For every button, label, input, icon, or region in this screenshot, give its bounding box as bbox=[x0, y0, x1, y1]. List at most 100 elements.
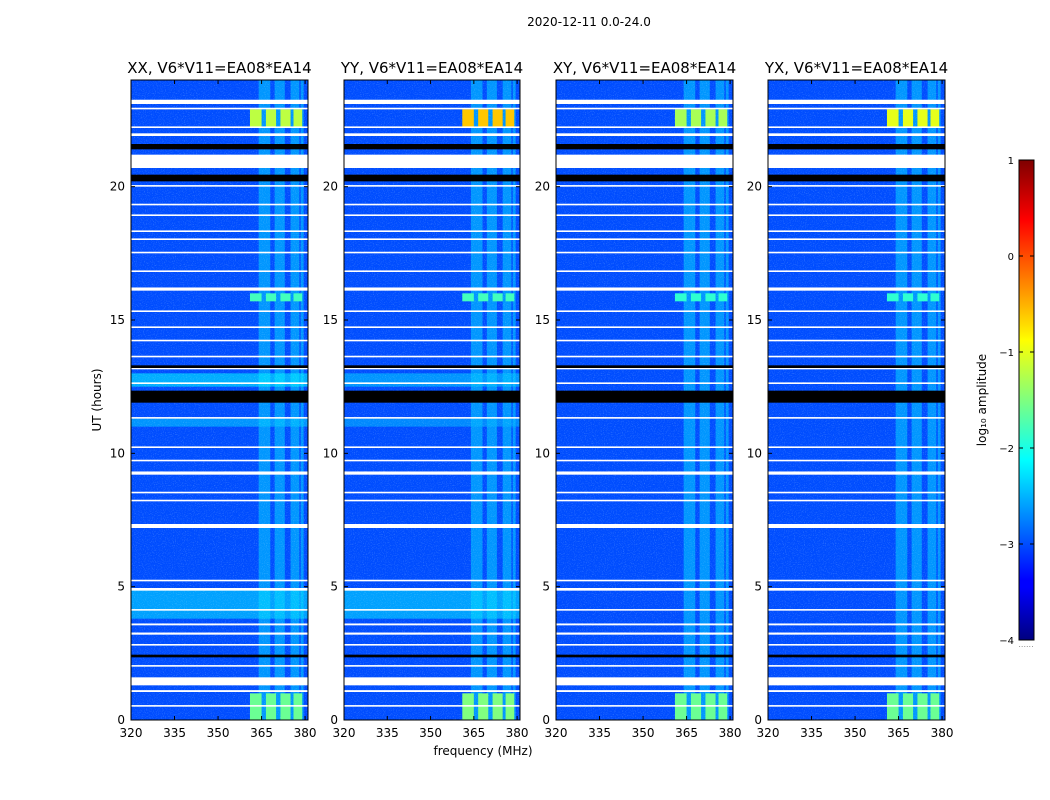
x-tick-label: 380 bbox=[719, 726, 742, 740]
rfi-block bbox=[478, 109, 489, 128]
flagged-gap bbox=[131, 632, 308, 635]
rfi-block bbox=[902, 109, 914, 128]
flagged-gap bbox=[768, 339, 945, 342]
flagged-gap bbox=[556, 524, 733, 528]
flagged-gap bbox=[768, 665, 945, 667]
flagged-gap bbox=[768, 355, 945, 358]
flagged-gap bbox=[768, 230, 945, 232]
flagged-gap bbox=[556, 326, 733, 328]
flagged-gap bbox=[556, 339, 733, 342]
flagged-gap bbox=[131, 609, 308, 611]
y-tick-label: 20 bbox=[110, 180, 125, 194]
x-tick-label: 365 bbox=[887, 726, 910, 740]
dark-gap bbox=[556, 654, 733, 658]
x-ticks: 320 335 350 365 380 bbox=[333, 80, 529, 740]
x-tick-label: 350 bbox=[207, 726, 230, 740]
x-tick-label: 350 bbox=[419, 726, 442, 740]
flagged-gap bbox=[131, 310, 308, 312]
flagged-gap bbox=[344, 690, 520, 692]
flagged-gap bbox=[556, 310, 733, 312]
dark-gap bbox=[556, 365, 733, 368]
x-tick-label: 320 bbox=[333, 726, 356, 740]
y-tick-label: 15 bbox=[110, 313, 125, 327]
rfi-block bbox=[674, 293, 687, 302]
y-tick-label: 0 bbox=[754, 713, 762, 727]
flagged-gap bbox=[556, 499, 733, 502]
flagged-gap bbox=[768, 609, 945, 611]
flagged-gap bbox=[344, 133, 520, 136]
y-tick-label: 20 bbox=[535, 180, 550, 194]
dark-gap bbox=[344, 174, 520, 182]
y-ticks: 0 5 10 15 20 bbox=[747, 180, 945, 727]
flagged-gap bbox=[131, 644, 308, 646]
colorbar-dots: ...... bbox=[1018, 640, 1033, 649]
flagged-gap bbox=[768, 524, 945, 528]
rfi-block bbox=[478, 293, 489, 302]
flagged-gap bbox=[344, 588, 520, 591]
rfi-block bbox=[293, 109, 303, 128]
flagged-gap bbox=[768, 326, 945, 328]
rfi-block bbox=[505, 109, 515, 128]
y-ticks: 0 5 10 15 20 bbox=[323, 180, 520, 727]
flagged-gap bbox=[344, 287, 520, 291]
rfi-block bbox=[462, 293, 474, 302]
figure-title: 2020-12-11 0.0-24.0 bbox=[527, 15, 651, 29]
flagged-gap bbox=[556, 459, 733, 462]
y-tick-label: 20 bbox=[323, 180, 338, 194]
y-ticks: 0 5 10 15 20 bbox=[535, 180, 733, 727]
flagged-gap bbox=[131, 154, 308, 168]
flagged-gap bbox=[131, 126, 308, 128]
x-tick-label: 380 bbox=[931, 726, 954, 740]
flagged-gap bbox=[768, 446, 945, 448]
flagged-gap bbox=[131, 524, 308, 528]
flagged-gap bbox=[556, 705, 733, 707]
colorbar-tick-label: −3 bbox=[999, 540, 1014, 551]
colorbar-tick-label: 1 bbox=[1008, 156, 1014, 167]
flagged-gap bbox=[556, 99, 733, 104]
flagged-gap bbox=[556, 690, 733, 692]
flagged-gap bbox=[131, 588, 308, 591]
dark-gap bbox=[768, 144, 945, 150]
flagged-gap bbox=[344, 632, 520, 635]
dark-gap bbox=[131, 174, 308, 182]
flagged-gap bbox=[344, 126, 520, 128]
x-tick-label: 350 bbox=[632, 726, 655, 740]
rfi-block bbox=[902, 293, 914, 302]
flagged-gap bbox=[344, 705, 520, 707]
flagged-gap bbox=[768, 499, 945, 502]
rfi-block bbox=[265, 109, 277, 128]
panel-frame bbox=[130, 79, 309, 721]
rfi-block bbox=[886, 293, 899, 302]
flagged-gap bbox=[768, 588, 945, 591]
flagged-gap bbox=[556, 230, 733, 232]
dark-gap bbox=[556, 390, 733, 403]
flagged-gap bbox=[131, 382, 308, 384]
flagged-gap bbox=[344, 214, 520, 216]
flagged-gap bbox=[556, 665, 733, 667]
flagged-gap bbox=[344, 499, 520, 502]
flagged-gap bbox=[131, 214, 308, 216]
flagged-gap bbox=[131, 203, 308, 206]
y-ticks: 0 5 10 15 20 bbox=[110, 180, 308, 727]
panel-title: XY, V6*V11=EA08*EA14 bbox=[553, 59, 736, 77]
flagged-gap bbox=[768, 623, 945, 626]
y-tick-label: 15 bbox=[747, 313, 762, 327]
flagged-gap bbox=[556, 214, 733, 216]
x-tick-label: 335 bbox=[376, 726, 399, 740]
flagged-gap bbox=[344, 154, 520, 168]
rfi-block bbox=[886, 109, 899, 128]
y-tick-label: 10 bbox=[747, 446, 762, 460]
flagged-gap bbox=[768, 251, 945, 254]
rfi-block bbox=[690, 109, 702, 128]
flagged-gap bbox=[768, 367, 945, 370]
dark-gap bbox=[131, 390, 308, 403]
flagged-gap bbox=[131, 579, 308, 582]
dark-gap bbox=[768, 365, 945, 368]
colorbar-gradient bbox=[1018, 159, 1035, 641]
x-tick-label: 320 bbox=[757, 726, 780, 740]
x-tick-label: 320 bbox=[120, 726, 143, 740]
flagged-gap bbox=[344, 230, 520, 232]
flagged-gap bbox=[768, 99, 945, 104]
panel-title: YY, V6*V11=EA08*EA14 bbox=[340, 59, 523, 77]
rfi-block bbox=[674, 109, 687, 128]
